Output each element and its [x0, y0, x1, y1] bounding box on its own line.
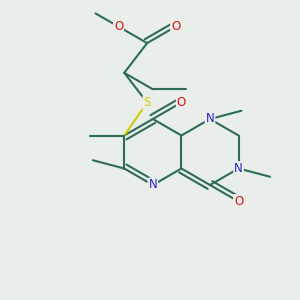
Text: S: S [143, 96, 151, 109]
Text: O: O [114, 20, 123, 33]
Text: N: N [206, 112, 214, 125]
Text: N: N [148, 178, 157, 191]
Text: N: N [234, 162, 243, 175]
Text: O: O [177, 96, 186, 109]
Text: O: O [234, 195, 243, 208]
Text: O: O [171, 20, 180, 33]
